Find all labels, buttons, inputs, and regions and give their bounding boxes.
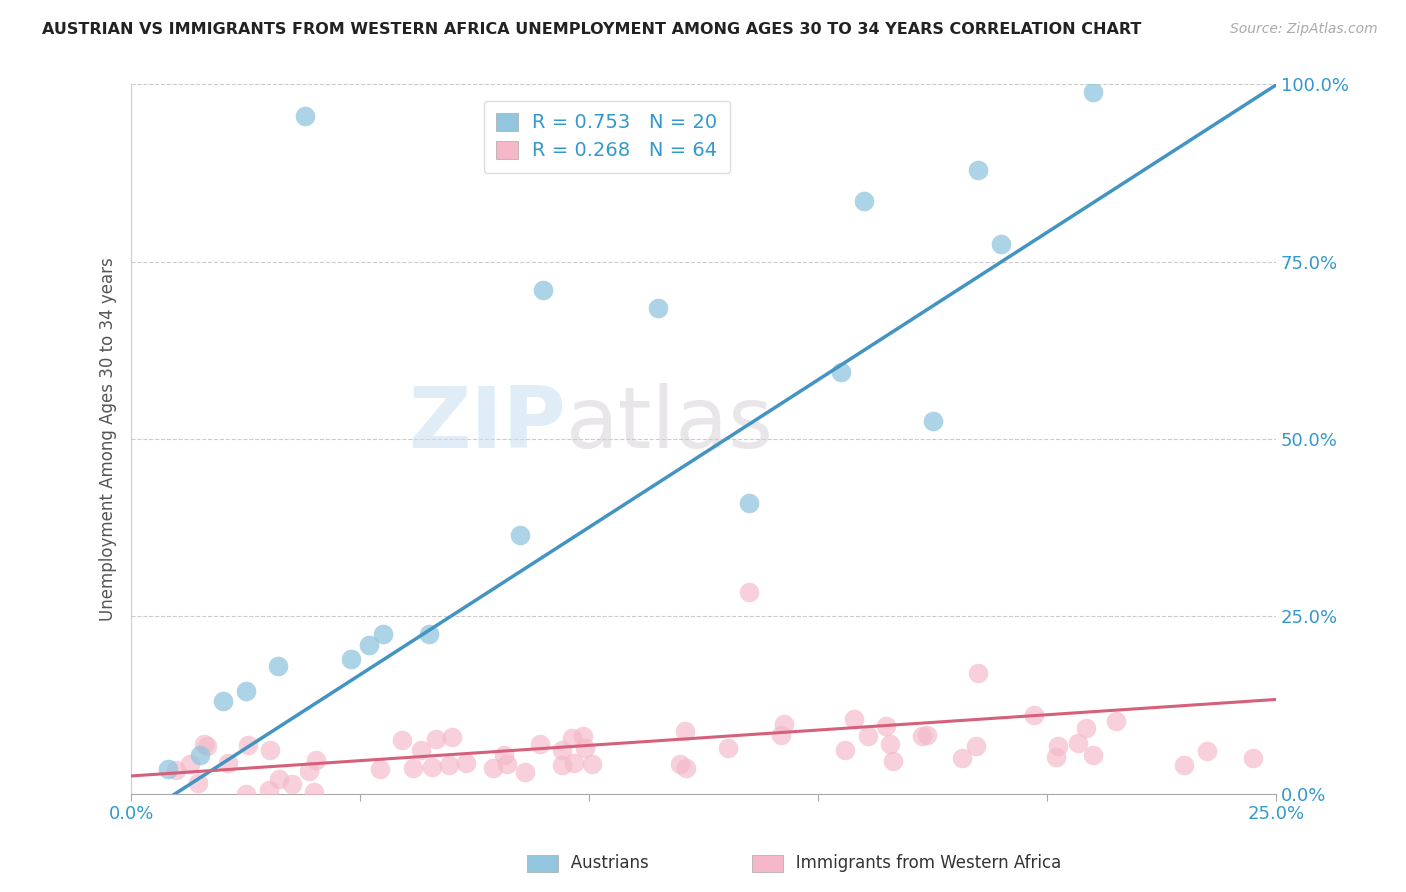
Point — [294, 109, 316, 123]
Point — [409, 743, 432, 757]
Point — [911, 730, 934, 744]
Point — [531, 283, 554, 297]
Point — [529, 737, 551, 751]
Point — [830, 365, 852, 379]
Point — [967, 666, 990, 681]
Point — [1081, 85, 1104, 99]
Point — [371, 627, 394, 641]
Text: Immigrants from Western Africa: Immigrants from Western Africa — [759, 855, 1062, 872]
Point — [581, 756, 603, 771]
Point — [950, 751, 973, 765]
Point — [193, 737, 215, 751]
Point — [1241, 751, 1264, 765]
Point — [235, 683, 257, 698]
Point — [211, 694, 233, 708]
Point — [1074, 722, 1097, 736]
Point — [236, 738, 259, 752]
Point — [257, 783, 280, 797]
Point — [967, 162, 990, 177]
Point — [647, 301, 669, 315]
Point — [269, 772, 291, 786]
Point — [235, 787, 257, 801]
Text: Source: ZipAtlas.com: Source: ZipAtlas.com — [1230, 22, 1378, 37]
Point — [359, 638, 381, 652]
Point — [574, 740, 596, 755]
Point — [425, 732, 447, 747]
Point — [492, 747, 515, 762]
Point — [298, 764, 321, 778]
Point — [1067, 737, 1090, 751]
Point — [267, 659, 290, 673]
Point — [770, 727, 793, 741]
Point — [179, 756, 201, 771]
Point — [572, 729, 595, 743]
Point — [402, 761, 425, 775]
Point — [1105, 714, 1128, 728]
Point — [772, 716, 794, 731]
Point — [509, 528, 531, 542]
Point — [1173, 758, 1195, 772]
Point — [156, 762, 179, 776]
Point — [482, 761, 505, 775]
Point — [965, 739, 987, 753]
Point — [1046, 739, 1069, 753]
Point — [844, 712, 866, 726]
Point — [217, 756, 239, 771]
Point — [858, 730, 880, 744]
Point — [281, 777, 304, 791]
Point — [834, 742, 856, 756]
Point — [195, 739, 218, 753]
Point — [165, 763, 187, 777]
Y-axis label: Unemployment Among Ages 30 to 34 years: Unemployment Among Ages 30 to 34 years — [100, 257, 117, 621]
Point — [551, 743, 574, 757]
Point — [1197, 744, 1219, 758]
Point — [915, 728, 938, 742]
Text: atlas: atlas — [567, 384, 775, 467]
Point — [551, 758, 574, 772]
Point — [188, 747, 211, 762]
Point — [495, 757, 517, 772]
Text: Austrians: Austrians — [534, 855, 650, 872]
Point — [1045, 750, 1067, 764]
Text: AUSTRIAN VS IMMIGRANTS FROM WESTERN AFRICA UNEMPLOYMENT AMONG AGES 30 TO 34 YEAR: AUSTRIAN VS IMMIGRANTS FROM WESTERN AFRI… — [42, 22, 1142, 37]
Point — [391, 732, 413, 747]
Point — [422, 760, 444, 774]
Point — [1022, 708, 1045, 723]
Point — [1081, 747, 1104, 762]
Point — [454, 756, 477, 771]
Point — [990, 237, 1012, 252]
Legend: R = 0.753   N = 20, R = 0.268   N = 64: R = 0.753 N = 20, R = 0.268 N = 64 — [484, 101, 730, 173]
Point — [560, 731, 582, 746]
Point — [717, 741, 740, 756]
Point — [675, 761, 697, 775]
Point — [259, 742, 281, 756]
Point — [669, 757, 692, 772]
Point — [879, 737, 901, 751]
Point — [187, 775, 209, 789]
Point — [418, 627, 440, 641]
Point — [882, 754, 904, 768]
Point — [305, 753, 328, 767]
Point — [515, 764, 537, 779]
Point — [564, 756, 586, 770]
Point — [340, 652, 363, 666]
Point — [368, 763, 391, 777]
Point — [875, 719, 897, 733]
Point — [921, 414, 943, 428]
Point — [852, 194, 875, 209]
Text: ZIP: ZIP — [409, 384, 567, 467]
Point — [738, 496, 761, 510]
Point — [304, 784, 326, 798]
Point — [441, 730, 464, 744]
Point — [673, 724, 696, 739]
Point — [439, 757, 461, 772]
Point — [738, 584, 761, 599]
